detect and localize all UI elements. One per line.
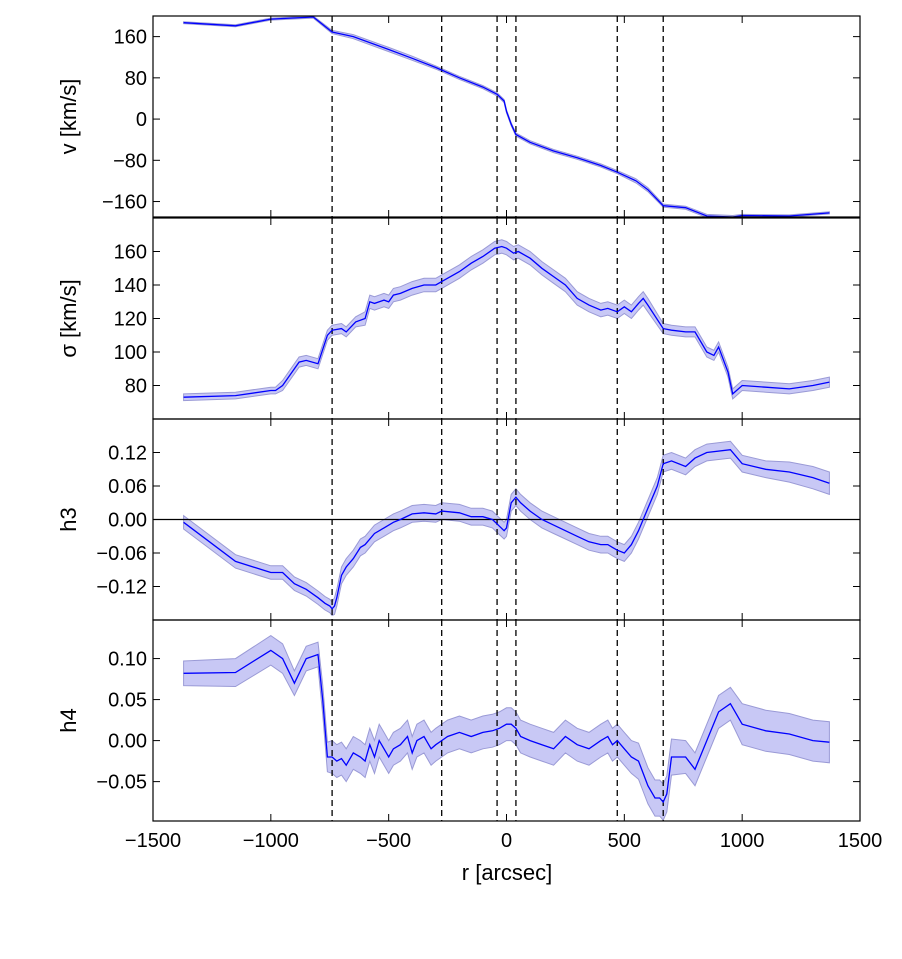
panel-sigma-y-axis-label: σ [km/s] (56, 279, 81, 357)
panel-h3-ytick-label: −0.12 (96, 577, 147, 599)
panel-v-ytick-label: −80 (113, 150, 147, 172)
panel-sigma-error-band (183, 239, 830, 402)
panel-sigma-ytick-label: 80 (125, 376, 147, 398)
panel-sigma-ytick-label: 120 (114, 309, 147, 331)
panel-v: 160 80 0 −80 −160 v [km/s] (56, 15, 861, 218)
panel-h3-ytick-label: 0.00 (108, 510, 147, 532)
panel-h4-series-line (183, 649, 830, 804)
panel-sigma-ytick-label: 160 (114, 242, 147, 264)
panel-v-ytick-label: 0 (136, 109, 147, 131)
x-tick-label: 1000 (720, 830, 765, 852)
panel-h3-ytick-label: 0.12 (108, 443, 147, 465)
x-tick-label: 1500 (838, 830, 883, 852)
panel-sigma-ytick-label: 140 (114, 275, 147, 297)
panel-h4-ytick-label: −0.05 (96, 772, 147, 794)
panel-h3-plot-area (153, 419, 860, 620)
panel-h3-series-line (183, 449, 830, 610)
panel-h3-ytick-label: 0.06 (108, 476, 147, 498)
panel-h4: 0.10 0.05 0.00 −0.05 h4 (56, 619, 861, 822)
panel-h4-plot-area (183, 620, 830, 821)
panels: 160 80 0 −80 −160 v [km/s] 80 100 120 140 160 σ [km… (56, 15, 883, 852)
x-tick-label: 500 (608, 830, 641, 852)
x-tick-label: 0 (501, 830, 512, 852)
panel-v-error-band (183, 16, 830, 217)
panel-sigma-ytick-label: 100 (114, 342, 147, 364)
panel-h3-y-axis-label: h3 (56, 507, 81, 531)
x-axis-label: r [arcsec] (462, 860, 552, 885)
panel-v-ytick-label: 80 (125, 68, 147, 90)
panel-v-ytick-label: −160 (102, 192, 147, 214)
panel-h4-ytick-label: 0.10 (108, 649, 147, 671)
panel-h4-y-axis-label: h4 (56, 708, 81, 732)
panel-sigma: 80 100 120 140 160 σ [km/s] (56, 217, 861, 420)
panel-sigma-plot-area (183, 218, 830, 419)
x-tick-label: −1500 (125, 830, 181, 852)
panel-h4-ytick-label: 0.05 (108, 690, 147, 712)
panel-h4-ytick-label: 0.00 (108, 731, 147, 753)
panel-sigma-series-line (183, 245, 830, 398)
panel-v-ytick-label: 160 (114, 27, 147, 49)
x-tick-label: −500 (366, 830, 411, 852)
panel-h4-error-band (183, 634, 830, 821)
panel-v-plot-area (183, 16, 830, 217)
panel-h3-ytick-label: −0.06 (96, 543, 147, 565)
panel-v-y-axis-label: v [km/s] (56, 79, 81, 155)
x-tick-label: −1000 (243, 830, 299, 852)
panel-v-series-line (183, 16, 830, 217)
